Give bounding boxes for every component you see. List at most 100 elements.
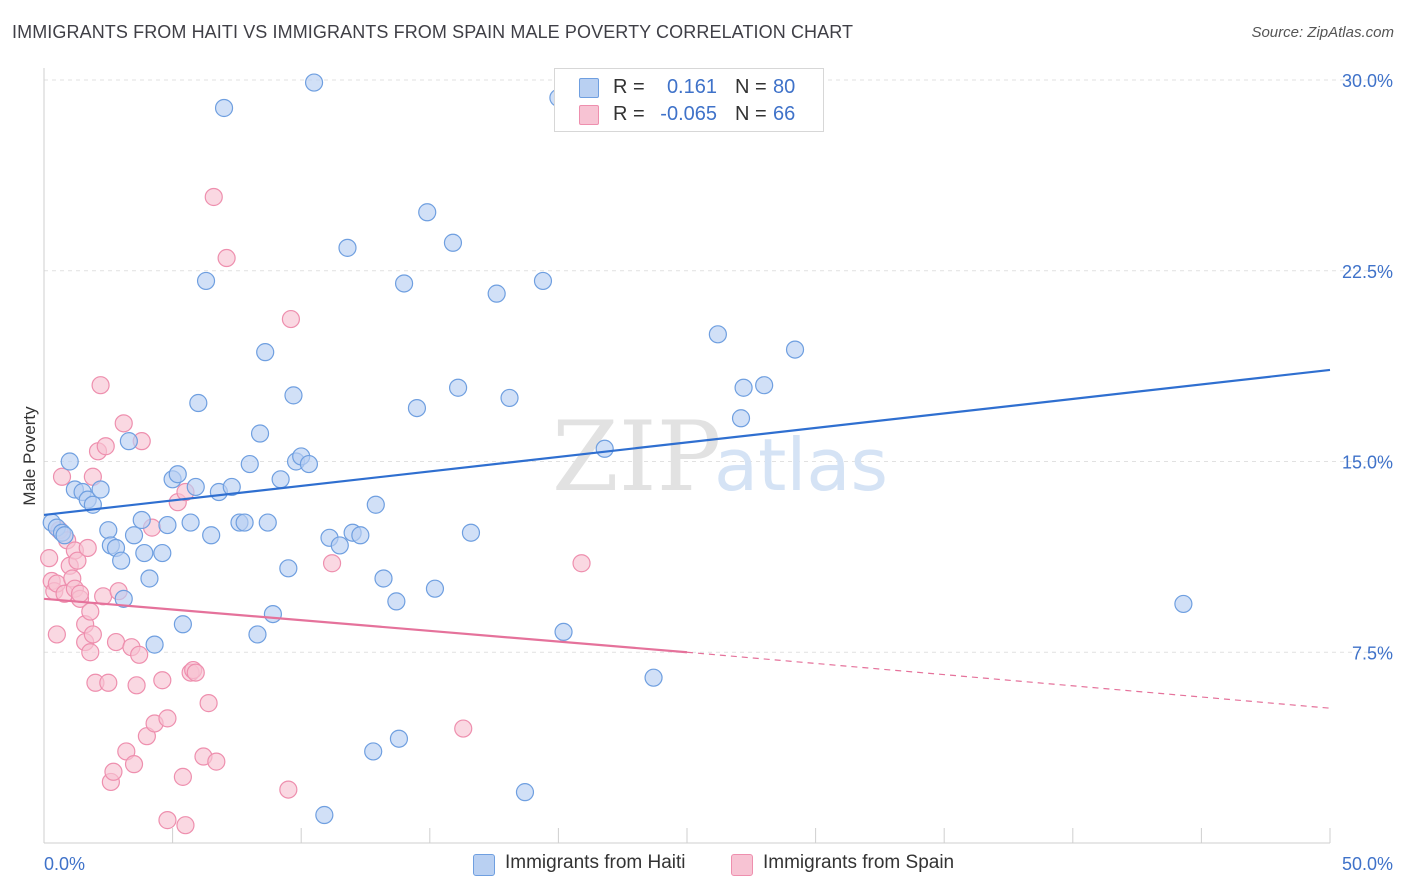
haiti-point — [256, 343, 275, 362]
spain-point — [176, 816, 195, 835]
bottom-legend-swatch-haiti — [473, 854, 495, 876]
spain-trend-line-extension — [686, 651, 1331, 709]
spain-point — [127, 676, 146, 695]
haiti-point — [644, 668, 663, 687]
haiti-point — [60, 452, 79, 471]
legend-r-value: 0.161 — [666, 76, 717, 98]
y-tick-label: 15.0% — [1342, 453, 1393, 473]
haiti-point — [394, 274, 414, 293]
spain-point — [83, 625, 102, 644]
haiti-point — [299, 454, 319, 474]
haiti-point — [487, 284, 506, 303]
spain-point — [279, 780, 298, 799]
haiti-point — [366, 495, 385, 514]
haiti-point — [284, 386, 303, 405]
correlation-legend: R = 0.161 N = 80 R = -0.065 N = 66 — [554, 68, 824, 132]
spain-point — [47, 625, 66, 644]
haiti-point — [173, 615, 192, 634]
haiti-point — [91, 480, 110, 499]
spain-point — [281, 309, 301, 329]
y-tick-label: 7.5% — [1352, 643, 1393, 663]
y-tick-label: 22.5% — [1342, 262, 1393, 282]
haiti-point — [785, 340, 805, 359]
haiti-point — [158, 515, 177, 535]
haiti-point — [734, 378, 753, 397]
haiti-point — [554, 622, 573, 642]
spain-point — [99, 673, 118, 692]
haiti-point — [330, 536, 349, 555]
legend-swatch-spain — [579, 105, 599, 125]
spain-point — [52, 467, 72, 486]
haiti-point — [168, 465, 187, 484]
haiti-point — [755, 376, 774, 395]
spain-point — [217, 248, 236, 268]
spain-point — [96, 437, 115, 456]
spain-point — [106, 632, 126, 652]
haiti-point — [389, 729, 409, 748]
haiti-point — [186, 477, 205, 497]
legend-n-value: 66 — [773, 103, 796, 125]
haiti-point — [407, 398, 427, 418]
bottom-legend-label-haiti: Immigrants from Haiti — [505, 852, 686, 873]
bottom-legend-label-spain: Immigrants from Spain — [763, 852, 955, 873]
haiti-point — [189, 393, 208, 413]
spain-point — [173, 767, 192, 786]
x-tick-label-min: 0.0% — [44, 854, 85, 874]
haiti-point — [443, 233, 463, 252]
source-label: Source: ZipAtlas.com — [1251, 24, 1394, 41]
spain-point — [207, 752, 226, 771]
spain-point — [81, 643, 100, 662]
haiti-point — [145, 635, 164, 654]
chart-title: IMMIGRANTS FROM HAITI VS IMMIGRANTS FROM… — [12, 22, 854, 42]
haiti-point — [461, 523, 481, 542]
spain-point — [78, 538, 97, 558]
haiti-point — [99, 521, 118, 540]
legend-row-spain: R = -0.065 N = 66 — [555, 100, 823, 128]
haiti-point — [515, 783, 535, 802]
haiti-point — [214, 98, 234, 118]
y-tick-labels: 7.5% 15.0% 22.5% 30.0% — [1342, 71, 1393, 663]
haiti-point — [196, 271, 216, 291]
haiti-point — [202, 526, 221, 545]
spain-point — [91, 376, 110, 395]
haiti-point — [425, 579, 445, 598]
haiti-point — [235, 513, 254, 532]
spain-point — [153, 671, 172, 690]
series-spain-points — [40, 187, 591, 835]
legend-r-label: R = — [613, 76, 645, 98]
trend-lines — [43, 368, 1331, 709]
watermark: ZIP atlas — [552, 401, 888, 513]
haiti-point — [114, 589, 133, 608]
legend-r-value: -0.065 — [660, 103, 717, 125]
spain-point — [114, 414, 133, 433]
spain-point — [130, 645, 149, 664]
y-axis-label: Male Poverty — [20, 406, 39, 506]
spain-trend-line — [43, 597, 688, 654]
haiti-point — [240, 454, 259, 474]
legend-n-value: 80 — [773, 76, 796, 98]
haiti-point — [135, 543, 154, 563]
spain-point — [199, 694, 218, 713]
legend-n-label: N = — [735, 103, 767, 125]
spain-point — [124, 755, 144, 774]
legend-n-label: N = — [735, 76, 767, 98]
spain-point — [68, 551, 87, 570]
haiti-point — [222, 477, 241, 497]
spain-point — [158, 811, 177, 830]
haiti-point — [119, 432, 138, 451]
haiti-point — [181, 513, 200, 532]
haiti-point — [263, 604, 283, 624]
haiti-point — [708, 325, 727, 344]
legend-row-haiti: R = 0.161 N = 80 — [555, 73, 823, 101]
spain-point — [40, 549, 59, 568]
haiti-point — [153, 543, 172, 563]
series-haiti-points — [42, 73, 1193, 825]
spain-point — [572, 554, 591, 573]
bottom-legend-swatch-spain — [731, 854, 753, 876]
y-tick-label: 30.0% — [1342, 71, 1393, 91]
haiti-point — [279, 559, 298, 578]
spain-point — [70, 584, 90, 603]
haiti-point — [304, 73, 324, 92]
x-tick-label-max: 50.0% — [1342, 854, 1393, 874]
haiti-point — [124, 526, 144, 545]
